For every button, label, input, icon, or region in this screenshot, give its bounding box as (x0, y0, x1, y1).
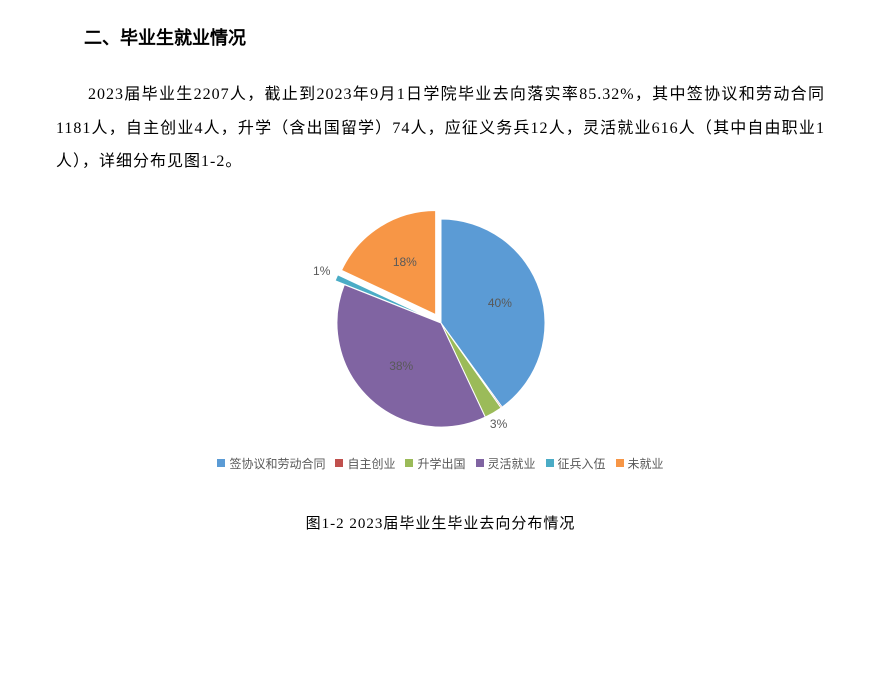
body-paragraph: 2023届毕业生2207人，截止到2023年9月1日学院毕业去向落实率85.32… (56, 78, 825, 179)
section-title: 二、毕业生就业情况 (84, 24, 825, 50)
legend-item: 征兵入伍 (546, 455, 606, 472)
pie-slice-label: 1% (313, 264, 330, 278)
legend-swatch (335, 459, 343, 467)
pie-svg (301, 199, 581, 439)
legend-label: 自主创业 (347, 455, 395, 472)
legend-swatch (616, 459, 624, 467)
chart-legend: 签协议和劳动合同 自主创业 升学出国 灵活就业 征兵入伍 未就业 (217, 455, 663, 472)
legend-label: 未就业 (628, 455, 664, 472)
legend-label: 灵活就业 (488, 455, 536, 472)
legend-item: 自主创业 (335, 455, 395, 472)
pie-slice-label: 40% (488, 296, 512, 310)
legend-swatch (476, 459, 484, 467)
legend-label: 升学出国 (417, 455, 465, 472)
legend-label: 签协议和劳动合同 (229, 455, 325, 472)
legend-swatch (217, 459, 225, 467)
legend-item: 未就业 (616, 455, 664, 472)
legend-swatch (405, 459, 413, 467)
legend-item: 升学出国 (405, 455, 465, 472)
chart-caption: 图1-2 2023届毕业生毕业去向分布情况 (306, 512, 576, 533)
pie-slice-label: 18% (393, 255, 417, 269)
pie-chart: 40% 3% 38% 1% 18% (301, 199, 581, 439)
pie-slice-label: 3% (490, 417, 507, 431)
pie-slice-label: 38% (389, 359, 413, 373)
legend-item: 签协议和劳动合同 (217, 455, 325, 472)
legend-label: 征兵入伍 (558, 455, 606, 472)
legend-swatch (546, 459, 554, 467)
pie-chart-figure: 40% 3% 38% 1% 18% 签协议和劳动合同 自主创业 升学出国 灵活就业 征兵入伍 未就… (56, 199, 825, 533)
legend-item: 灵活就业 (476, 455, 536, 472)
